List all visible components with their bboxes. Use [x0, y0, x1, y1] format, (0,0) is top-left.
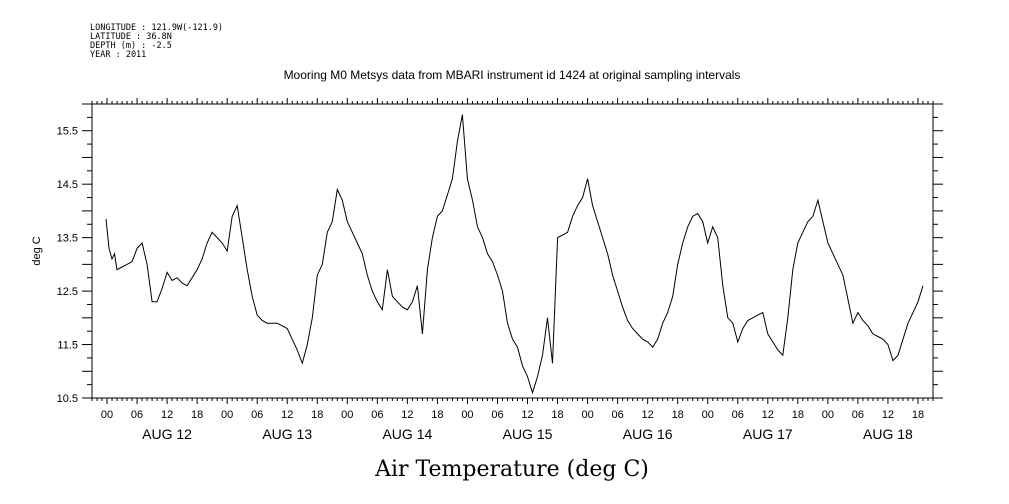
- depth-label: DEPTH (m) : -2.5: [90, 41, 172, 51]
- x-tick-label: 18: [912, 409, 924, 421]
- chart-title: Mooring M0 Metsys data from MBARI instru…: [284, 68, 741, 82]
- day-label: AUG 12: [142, 426, 192, 442]
- x-tick-label: 12: [762, 409, 774, 421]
- x-tick-label: 06: [371, 409, 383, 421]
- y-tick-label: 15.5: [57, 126, 78, 138]
- x-tick-labels: 00 06 12 18 00 06 12 18 00 06 12 18 00 06 12 18 00 06 12 18…: [101, 409, 924, 421]
- x-tick-label: 06: [491, 409, 503, 421]
- metadata-block: LONGITUDE : 121.9W(-121.9) LATITUDE : 36…: [90, 23, 223, 60]
- x-tick-label: 18: [191, 409, 203, 421]
- y-axis-label: deg C: [31, 236, 43, 265]
- x-tick-label: 12: [521, 409, 533, 421]
- axis-ticks: [82, 98, 943, 404]
- day-label: AUG 15: [503, 426, 553, 442]
- x-tick-label: 18: [431, 409, 443, 421]
- x-tick-label: 00: [341, 409, 353, 421]
- x-tick-label: 00: [101, 409, 113, 421]
- x-tick-label: 06: [732, 409, 744, 421]
- longitude-label: LONGITUDE : 121.9W(-121.9): [90, 23, 223, 33]
- x-tick-label: 18: [311, 409, 323, 421]
- y-tick-label: 12.5: [57, 286, 78, 298]
- day-label: AUG 13: [262, 426, 312, 442]
- x-tick-label: 18: [792, 409, 804, 421]
- day-label: AUG 17: [743, 426, 793, 442]
- y-tick-label: 10.5: [57, 393, 78, 405]
- x-tick-label: 06: [251, 409, 263, 421]
- x-tick-label: 18: [551, 409, 563, 421]
- day-label: AUG 16: [623, 426, 673, 442]
- plot-frame: [91, 103, 934, 399]
- x-tick-label: 12: [161, 409, 173, 421]
- day-label: AUG 18: [863, 426, 913, 442]
- x-tick-label: 06: [131, 409, 143, 421]
- day-labels: AUG 12 AUG 13 AUG 14 AUG 15 AUG 16 AUG 17 AUG …: [142, 426, 913, 442]
- x-tick-label: 12: [642, 409, 654, 421]
- latitude-label: LATITUDE : 36.8N: [90, 32, 172, 42]
- x-tick-label: 00: [221, 409, 233, 421]
- year-label: YEAR : 2011: [90, 50, 146, 60]
- y-tick-label: 13.5: [57, 233, 78, 245]
- y-tick-label: 14.5: [57, 179, 78, 191]
- x-tick-label: 00: [822, 409, 834, 421]
- x-tick-label: 12: [281, 409, 293, 421]
- x-tick-label: 00: [461, 409, 473, 421]
- y-tick-label: 11.5: [57, 340, 78, 352]
- x-tick-label: 00: [702, 409, 714, 421]
- x-tick-label: 06: [612, 409, 624, 421]
- x-tick-label: 18: [672, 409, 684, 421]
- series-line: [105, 114, 924, 395]
- x-tick-label: 06: [852, 409, 864, 421]
- x-tick-label: 00: [581, 409, 593, 421]
- day-label: AUG 14: [382, 426, 432, 442]
- x-axis-label: Air Temperature (deg C): [374, 457, 649, 482]
- y-tick-labels: 10.5 11.5 12.5 13.5 14.5 15.5: [57, 126, 78, 405]
- x-tick-label: 12: [882, 409, 894, 421]
- x-tick-label: 12: [401, 409, 413, 421]
